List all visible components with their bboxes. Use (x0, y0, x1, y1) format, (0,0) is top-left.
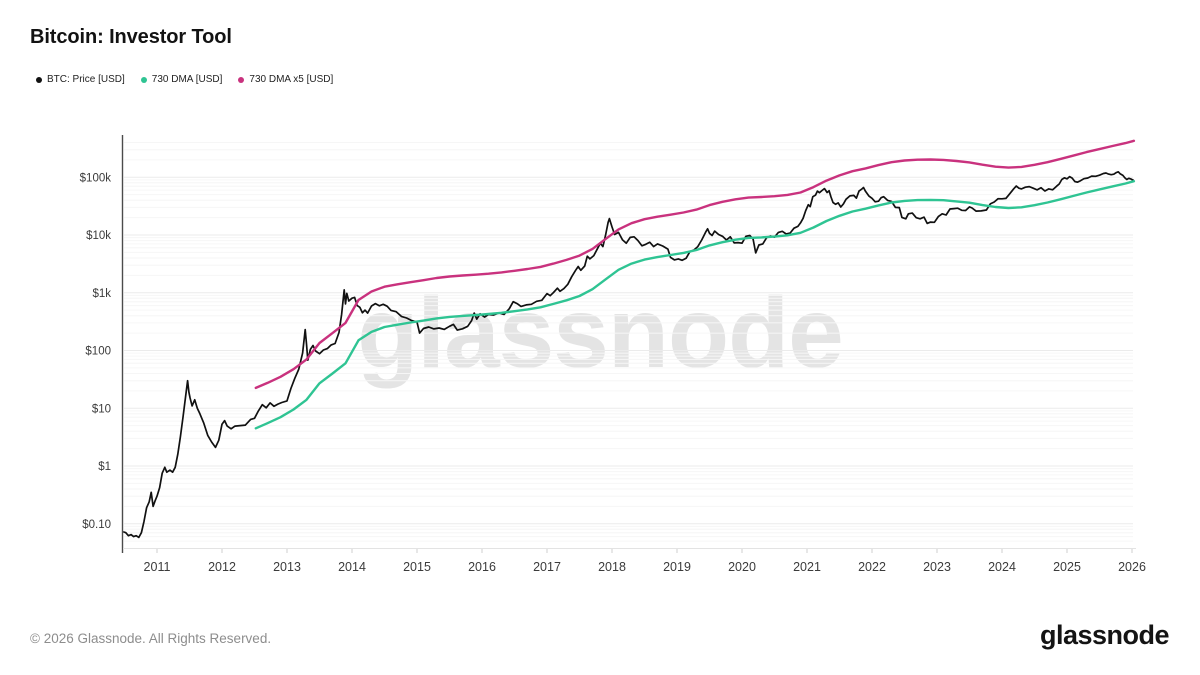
legend-item-btc-price[interactable]: BTC: Price [USD] (36, 74, 125, 85)
x-tick-label: 2017 (533, 560, 561, 574)
legend-dot-dma-730-icon (140, 76, 147, 83)
legend-item-dma-730[interactable]: 730 DMA [USD] (140, 74, 223, 85)
copyright-text: © 2026 Glassnode. All Rights Reserved. (30, 631, 272, 646)
legend-item-dma-730-x5[interactable]: 730 DMA x5 [USD] (238, 74, 333, 85)
legend-label-dma-730-x5: 730 DMA x5 [USD] (249, 74, 334, 85)
legend-label-btc-price: BTC: Price [USD] (47, 74, 125, 85)
x-tick-label: 2012 (208, 560, 236, 574)
y-tick-label: $100 (85, 346, 111, 358)
series-line-btc-price (123, 170, 1135, 539)
axes: 2011 2012 2013 2014 2015 2016 2017 2018 2019 2020… (80, 135, 1146, 574)
series-line-dma-730-x5 (254, 139, 1136, 390)
x-tick-label: 2014 (338, 560, 366, 574)
gridlines (124, 142, 1133, 542)
glassnode-logo: glassnode (1039, 620, 1170, 650)
x-tick-label: 2013 (273, 560, 301, 574)
y-tick-label: $10 (92, 403, 111, 415)
x-tick-label: 2015 (403, 560, 431, 574)
x-tick-label: 2025 (1053, 560, 1081, 574)
x-tick-label: 2023 (923, 560, 951, 574)
legend-dot-dma-730-x5-icon (238, 76, 245, 83)
x-tick-label: 2020 (728, 560, 756, 574)
x-tick-label: 2022 (858, 560, 886, 574)
y-tick-label: $1k (92, 288, 111, 300)
x-tick-label: 2024 (988, 560, 1016, 574)
series (123, 139, 1136, 539)
x-tick-label: 2018 (598, 560, 626, 574)
y-tick-label: $0.10 (82, 519, 111, 531)
x-tick-label: 2019 (663, 560, 691, 574)
page-title: Bitcoin: Investor Tool (30, 26, 232, 48)
y-tick-label: $1 (98, 461, 111, 473)
x-tick-label: 2026 (1118, 560, 1146, 574)
y-tick-label: $10k (86, 230, 111, 242)
y-tick-label: $100k (80, 172, 112, 184)
legend: BTC: Price [USD] 730 DMA [USD] 730 DMA x… (36, 74, 333, 85)
legend-label-dma-730: 730 DMA [USD] (151, 74, 223, 85)
legend-dot-btc-price-icon (36, 76, 42, 83)
x-tick-label: 2011 (144, 560, 171, 574)
x-tick-label: 2021 (793, 560, 821, 574)
x-tick-label: 2016 (468, 560, 496, 574)
series-line-dma-730 (254, 180, 1136, 430)
